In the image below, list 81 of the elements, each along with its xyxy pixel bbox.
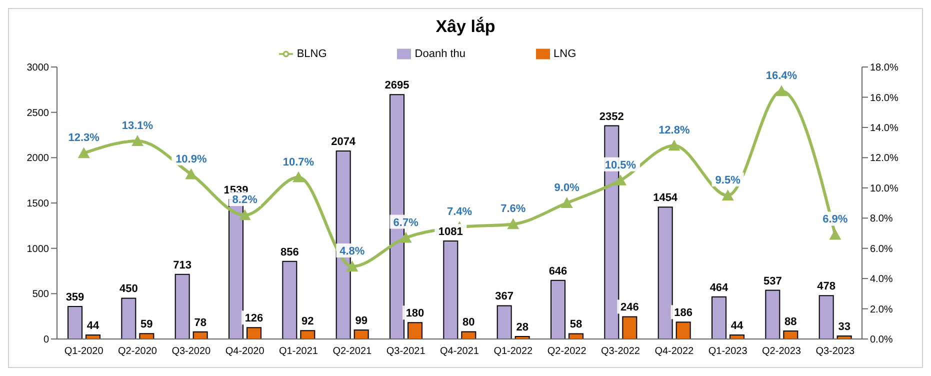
data-label: 88: [784, 316, 797, 328]
data-label: 59: [140, 318, 153, 331]
y2-tick-label: 8.0%: [870, 214, 893, 225]
y-tick-label: 500: [32, 289, 50, 300]
data-label: 10.5%: [604, 159, 636, 172]
y2-tick-label: 0.0%: [870, 334, 893, 346]
x-tick-label: Q4-2022: [654, 346, 694, 358]
x-tick-label: Q2-2020: [118, 346, 158, 358]
data-label: 713: [173, 259, 192, 272]
data-label: 246: [620, 302, 639, 314]
y-tick-label: 2500: [26, 108, 50, 119]
data-label: 537: [763, 275, 782, 288]
y-tick-label: 1000: [26, 244, 50, 255]
data-label: 7.6%: [500, 203, 526, 216]
x-tick-label: Q4-2020: [225, 346, 265, 358]
y-tick-label: 2000: [26, 153, 50, 164]
y-tick-label: 3000: [26, 62, 50, 74]
data-label: 186: [674, 307, 693, 320]
data-label: 9.0%: [554, 182, 580, 194]
x-tick-label: Q2-2023: [762, 346, 802, 358]
data-label: 58: [570, 318, 582, 331]
data-label: 7.4%: [446, 206, 472, 218]
data-label: 2695: [384, 80, 410, 92]
chart-title: Xây lắp: [434, 16, 496, 38]
x-tick-label: Q1-2020: [64, 346, 104, 358]
data-label: 44: [730, 320, 744, 332]
data-label: 1539: [224, 184, 248, 196]
data-label: 13.1%: [122, 120, 154, 132]
y2-tick-label: 12.0%: [870, 153, 898, 164]
data-label: 359: [66, 291, 84, 304]
x-tick-label: Q3-2020: [172, 346, 212, 358]
legend-label: BLNG: [296, 48, 327, 60]
x-tick-label: Q3-2022: [601, 346, 640, 358]
y2-tick-label: 18.0%: [870, 62, 898, 74]
x-tick-label: Q3-2021: [386, 346, 426, 358]
data-label: 10.9%: [176, 153, 207, 166]
data-label: 92: [302, 316, 314, 328]
data-label: 9.5%: [715, 174, 741, 186]
x-tick-label: Q1-2023: [708, 346, 748, 358]
y2-tick-label: 4.0%: [870, 274, 893, 286]
x-tick-label: Q1-2021: [279, 346, 318, 358]
data-label: 2352: [599, 110, 624, 123]
data-label: 450: [119, 283, 138, 296]
x-tick-label: Q1-2022: [494, 346, 534, 358]
data-label: 78: [194, 316, 206, 329]
data-label: 180: [406, 308, 424, 320]
data-label: 2074: [331, 136, 356, 148]
data-label: 6.7%: [393, 216, 419, 229]
data-label: 464: [710, 282, 730, 294]
y2-tick-label: 16.0%: [870, 92, 898, 104]
data-label: 126: [244, 312, 264, 325]
data-label: 8.2%: [232, 194, 258, 206]
x-tick-label: Q2-2021: [332, 346, 372, 358]
data-label: 1454: [653, 192, 678, 204]
data-label: 4.8%: [340, 245, 365, 258]
data-label: 367: [495, 290, 514, 303]
data-label: 33: [838, 321, 850, 334]
data-label: 16.4%: [766, 70, 798, 82]
legend-label: LNG: [554, 48, 576, 60]
data-label: 856: [280, 246, 299, 258]
y-tick-label: 1500: [26, 198, 50, 210]
y2-tick-label: 10.0%: [870, 183, 898, 194]
data-label: 28: [516, 321, 528, 334]
y2-tick-label: 2.0%: [870, 304, 893, 316]
data-label: 99: [355, 315, 368, 328]
data-label: 646: [548, 265, 568, 278]
data-label: 44: [86, 320, 100, 332]
x-tick-label: Q3-2023: [816, 346, 856, 358]
data-label: 478: [817, 280, 836, 293]
legend-label: Doanh thu: [414, 48, 466, 60]
y-tick-label: 0: [43, 334, 50, 346]
data-label: 12.8%: [658, 124, 690, 137]
y2-tick-label: 14.0%: [870, 122, 898, 134]
x-tick-label: Q2-2022: [547, 346, 587, 358]
x-tick-label: Q4-2021: [440, 346, 480, 358]
data-label: 80: [462, 316, 475, 329]
data-label: 6.9%: [822, 214, 848, 226]
data-label: 12.3%: [68, 132, 100, 144]
data-label: 1081: [438, 226, 463, 238]
data-label: 10.7%: [282, 156, 314, 168]
y2-tick-label: 6.0%: [870, 244, 893, 255]
